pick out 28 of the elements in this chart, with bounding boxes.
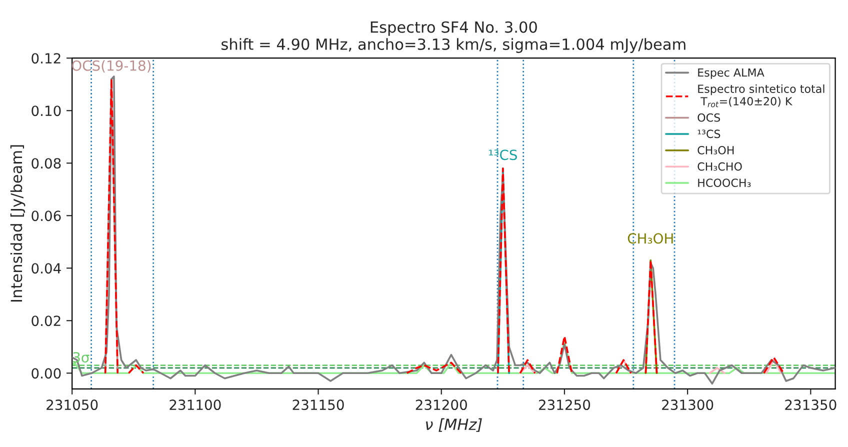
legend-label: Espectro sintetico total T$_{rot}$=(140±20) K (698, 84, 824, 108)
ref-line-label: 3σ (73, 352, 90, 363)
x-tick-label: 231100 (170, 400, 221, 410)
legend-label: Espec ALMA (698, 68, 764, 79)
x-tick-label: 231150 (292, 400, 344, 410)
legend-label: CH₃OH (698, 146, 734, 154)
chart-subtitle: shift = 4.90 MHz, ancho=3.13 km/s, sigma=1.004 mJy/beam (222, 38, 686, 53)
legend-label: HCOOCH₃ (698, 178, 751, 188)
y-tick-label: 0.04 (32, 263, 61, 274)
chart-title: Espectro SF4 No. 3.00 (370, 21, 537, 36)
x-axis-title: ν [MHz] (426, 418, 482, 432)
y-tick-label: 0.12 (32, 53, 60, 64)
x-tick-label: 231350 (785, 400, 836, 410)
x-tick-label: 231200 (416, 400, 467, 410)
y-tick-label: 0.10 (32, 106, 61, 116)
legend-label: CH₃CHO (698, 162, 742, 171)
y-tick-label: 0.00 (32, 368, 61, 379)
legend-label: OCS (698, 113, 720, 122)
y-tick-label: 0.02 (32, 316, 60, 326)
x-tick-label: 231250 (538, 400, 590, 410)
y-axis-title: Intensidad [Jy/beam] (10, 145, 26, 302)
annotation: CH₃OH (628, 233, 673, 244)
legend-label: ¹³CS (698, 130, 720, 138)
y-tick-label: 0.06 (32, 210, 61, 222)
y-tick-label: 0.08 (32, 158, 61, 169)
x-tick-label: 231050 (46, 400, 98, 410)
x-tick-label: 231300 (662, 400, 714, 410)
annotation: ¹³CS (489, 150, 517, 160)
